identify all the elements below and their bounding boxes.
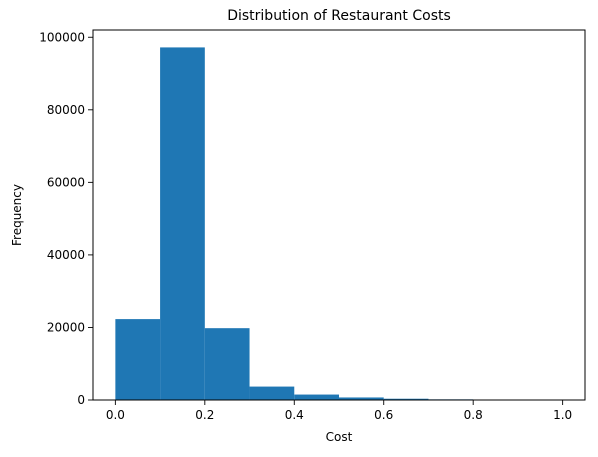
y-tick-label-1: 20000 <box>47 320 85 334</box>
y-tick-label-0: 0 <box>77 393 85 407</box>
x-tick-label-4: 0.8 <box>464 408 483 422</box>
y-axis-ticks: 0 20000 40000 60000 80000 100000 <box>39 30 93 407</box>
x-axis-ticks: 0.0 0.2 0.4 0.6 0.8 1.0 <box>106 400 572 422</box>
histogram-bar-4 <box>294 395 339 400</box>
x-tick-label-5: 1.0 <box>553 408 572 422</box>
histogram-bar-1 <box>160 47 205 400</box>
y-axis-label: Frequency <box>10 184 24 246</box>
histogram-bar-2 <box>205 328 250 400</box>
x-tick-label-3: 0.6 <box>374 408 393 422</box>
bars-group <box>115 47 562 400</box>
x-tick-label-0: 0.0 <box>106 408 125 422</box>
x-tick-label-2: 0.4 <box>285 408 304 422</box>
x-tick-label-1: 0.2 <box>195 408 214 422</box>
x-axis-label: Cost <box>326 430 353 444</box>
histogram-bar-0 <box>115 319 160 400</box>
chart-title: Distribution of Restaurant Costs <box>227 8 451 24</box>
y-tick-label-3: 60000 <box>47 175 85 189</box>
y-tick-label-5: 100000 <box>39 30 85 44</box>
y-tick-label-4: 80000 <box>47 103 85 117</box>
histogram-bar-3 <box>250 387 295 400</box>
y-tick-label-2: 40000 <box>47 248 85 262</box>
